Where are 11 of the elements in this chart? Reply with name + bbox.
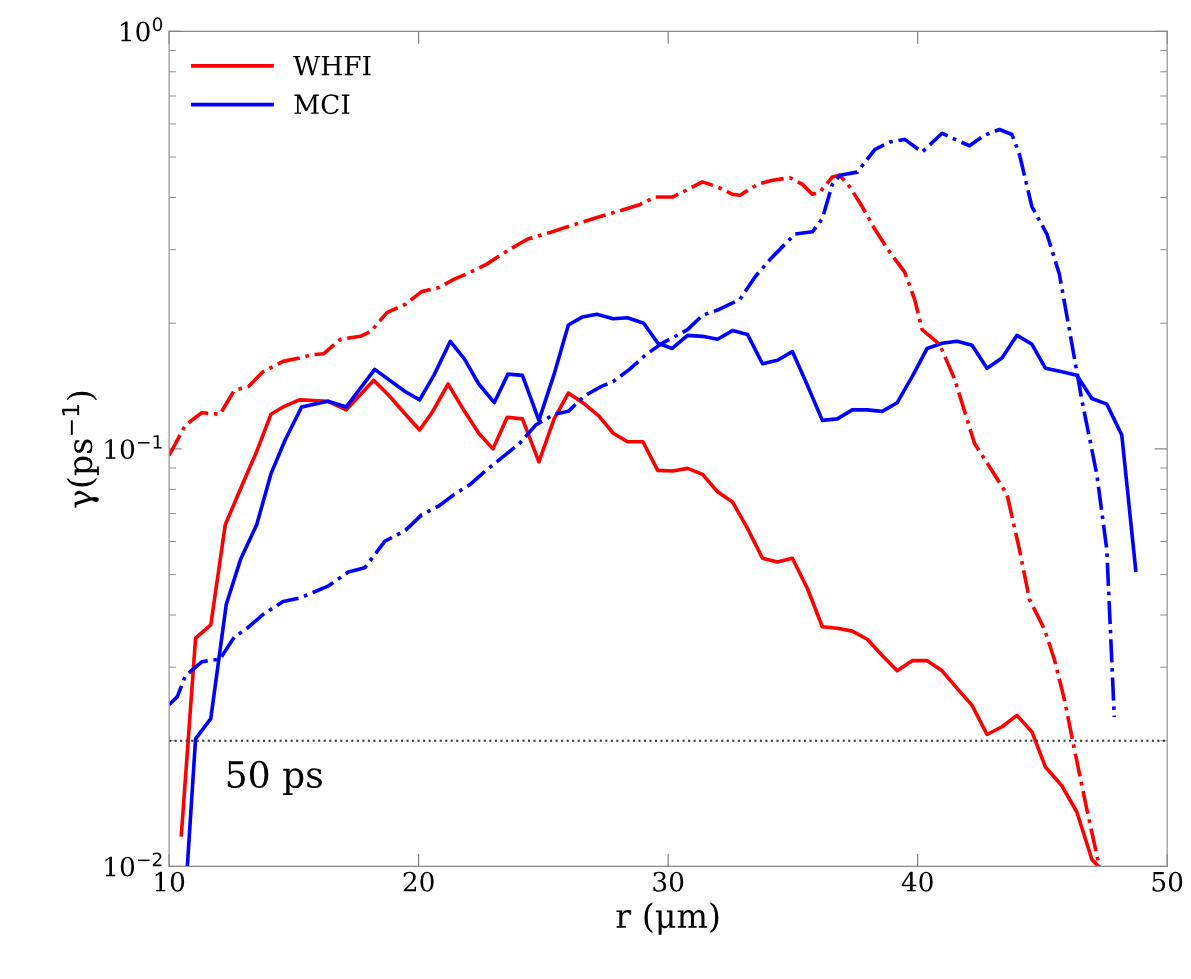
x-tick-label: 30 (653, 871, 684, 892)
y-axis-title: γ(ps$^{−1}$) (62, 391, 99, 508)
x-tick-label: 50 (1152, 871, 1183, 892)
x-tick-label: 40 (901, 871, 933, 892)
legend-label: WHFI (293, 55, 371, 76)
legend-label: MCI (294, 94, 350, 115)
ref-line-label: 50 ps (227, 760, 322, 796)
x-axis-title: r (μm) (616, 902, 719, 935)
y-tick-label: 10$^{0}$ (121, 17, 163, 42)
y-tick-label: 10$^{−1}$ (105, 435, 162, 460)
x-tick-label: 20 (403, 871, 434, 892)
